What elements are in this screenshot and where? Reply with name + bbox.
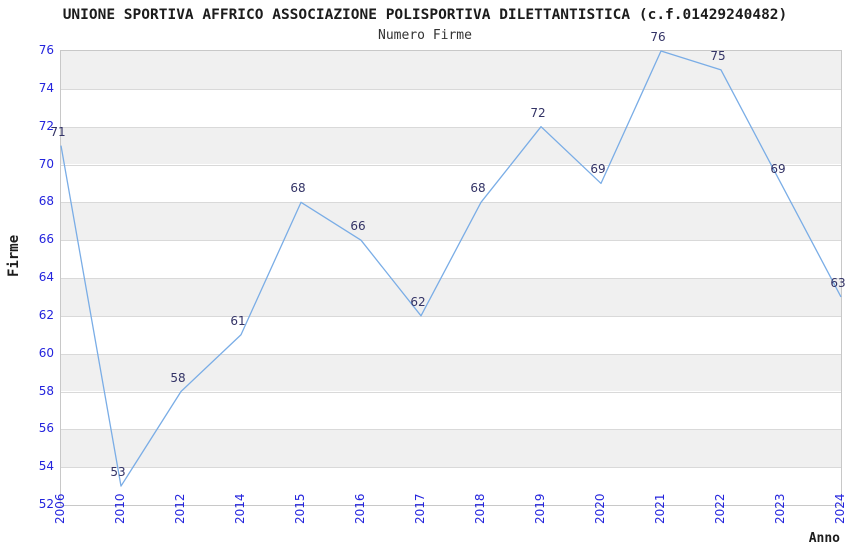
data-point-label: 68	[470, 181, 486, 196]
x-tick-label: 2022	[713, 493, 727, 524]
y-tick-label: 58	[38, 383, 54, 398]
gridline	[61, 429, 841, 431]
y-tick-label: 52	[38, 497, 54, 511]
x-tick-label: 2014	[233, 493, 247, 524]
x-tick-label: 2006	[53, 493, 67, 524]
plot-area	[60, 50, 842, 506]
gridline	[61, 164, 841, 166]
y-tick-label: 62	[38, 307, 54, 322]
data-point-label: 58	[170, 370, 186, 385]
series-line	[60, 50, 842, 487]
y-tick-label: 74	[38, 80, 54, 95]
background-band	[61, 353, 841, 392]
x-tick-label: 2018	[473, 493, 487, 524]
gridline	[61, 278, 841, 279]
gridline	[61, 353, 841, 355]
y-tick-label: 54	[38, 459, 54, 474]
x-tick-label: 2012	[173, 493, 187, 524]
y-tick-label: 64	[38, 270, 54, 284]
data-point-label: 63	[830, 275, 846, 290]
data-point-label: 69	[770, 162, 786, 177]
gridline	[61, 202, 841, 204]
gridline	[61, 391, 841, 393]
data-point-label: 69	[590, 162, 606, 177]
chart-subtitle: Numero Firme	[378, 28, 472, 43]
data-point-label: 68	[290, 181, 306, 196]
background-band	[61, 467, 841, 505]
background-band	[61, 126, 841, 165]
x-tick-label: 2010	[113, 493, 127, 524]
background-band	[61, 164, 841, 203]
x-tick-label: 2016	[353, 493, 367, 524]
background-band	[61, 88, 841, 127]
background-band	[61, 391, 841, 430]
gridline	[61, 315, 841, 317]
y-tick-label: 56	[38, 421, 54, 436]
background-band	[61, 51, 841, 89]
data-point-label: 62	[410, 294, 426, 309]
background-band	[61, 202, 841, 241]
y-tick-label: 66	[38, 232, 54, 247]
background-band	[61, 315, 841, 354]
y-tick-label: 68	[38, 194, 54, 209]
data-point-label: 66	[350, 219, 366, 234]
x-tick-label: 2015	[293, 493, 307, 524]
data-point-label: 61	[230, 313, 246, 328]
y-tick-label: 72	[38, 118, 54, 133]
x-tick-label: 2023	[773, 493, 787, 524]
x-tick-label: 2021	[653, 493, 667, 524]
x-tick-label: 2017	[413, 493, 427, 524]
background-band	[61, 429, 841, 468]
gridline	[61, 467, 841, 469]
y-tick-label: 70	[38, 156, 54, 171]
gridline	[61, 126, 841, 128]
gridline	[61, 240, 841, 242]
x-axis-title: Anno	[808, 531, 840, 546]
data-point-label: 76	[650, 30, 666, 44]
data-point-label: 53	[110, 465, 126, 480]
x-tick-label: 2019	[533, 493, 547, 524]
data-point-label: 72	[530, 105, 546, 120]
data-point-label: 75	[710, 48, 726, 63]
y-tick-label: 76	[38, 43, 54, 57]
gridline	[61, 88, 841, 90]
data-point-label: 71	[50, 124, 66, 139]
y-tick-label: 60	[38, 345, 54, 360]
chart-title: UNIONE SPORTIVA AFFRICO ASSOCIAZIONE POL…	[62, 7, 788, 23]
background-band	[61, 278, 841, 316]
series-polyline	[60, 50, 842, 487]
x-tick-label: 2020	[593, 493, 607, 524]
